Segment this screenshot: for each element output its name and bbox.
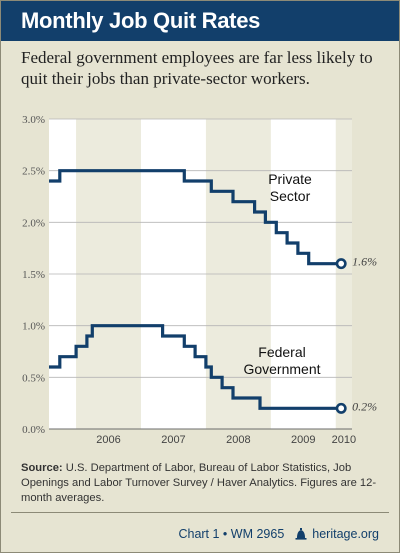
series-line xyxy=(49,324,342,410)
chart-subtitle: Federal government employees are far les… xyxy=(21,48,373,88)
chart-area: 0.0% 0.5% 1.0% 1.5% 2.0% 2.5% 3.0% 2006 2007 2008… xyxy=(1,101,399,456)
series-label: Sector xyxy=(270,188,311,204)
site-link[interactable]: heritage.org xyxy=(312,527,379,541)
footer: Chart 1 • WM 2965 heritage.org xyxy=(1,512,399,552)
x-tick-label: 2009 xyxy=(291,434,315,446)
liberty-bell-icon xyxy=(295,527,307,540)
y-tick-label: 2.5% xyxy=(22,166,45,178)
series-label: Federal xyxy=(258,344,305,360)
x-tick-label: 2007 xyxy=(161,434,185,446)
credit-line: Chart 1 • WM 2965 heritage.org xyxy=(178,527,379,541)
x-tick-label: 2006 xyxy=(96,434,120,446)
series-label: Private xyxy=(268,171,312,187)
y-tick-label: 0.5% xyxy=(22,372,45,384)
series-end-value: 0.2% xyxy=(352,399,377,413)
y-tick-label: 1.5% xyxy=(22,269,45,281)
source-text: U.S. Department of Labor, Bureau of Labo… xyxy=(21,462,377,504)
line-chart: 0.0% 0.5% 1.0% 1.5% 2.0% 2.5% 3.0% 2006 2007 2008… xyxy=(22,114,377,446)
series-end-marker xyxy=(335,402,347,414)
series-line xyxy=(49,169,342,266)
y-tick-label: 3.0% xyxy=(22,114,45,126)
y-tick-label: 0.0% xyxy=(22,424,45,436)
y-tick-label: 1.0% xyxy=(22,321,45,333)
y-tick-label: 2.0% xyxy=(22,217,45,229)
page-title: Monthly Job Quit Rates xyxy=(21,8,261,33)
chart-id: Chart 1 • WM 2965 xyxy=(178,527,285,541)
series-end-value: 1.6% xyxy=(352,255,377,269)
x-tick-label: 2010 xyxy=(332,434,356,446)
footer-divider xyxy=(11,512,389,513)
source-note: Source: U.S. Department of Labor, Bureau… xyxy=(21,461,386,506)
source-label: Source: xyxy=(21,462,63,474)
x-tick-label: 2008 xyxy=(226,434,250,446)
series-label: Government xyxy=(243,361,320,377)
title-bar: Monthly Job Quit Rates xyxy=(1,1,399,41)
series-end-marker xyxy=(335,258,347,270)
